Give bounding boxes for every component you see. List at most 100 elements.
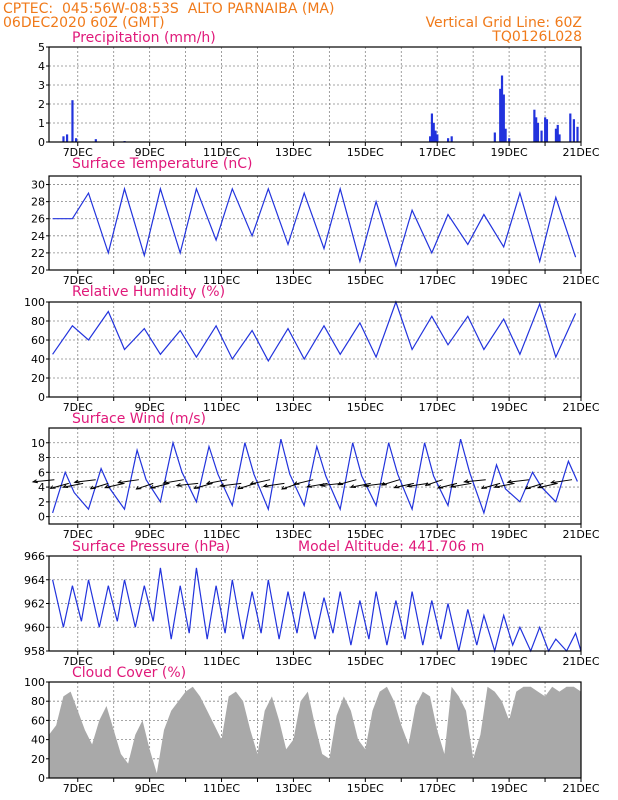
precip-bar — [432, 123, 435, 142]
precip-frame — [48, 46, 582, 143]
wind-title: Surface Wind (m/s) — [72, 411, 206, 427]
wind-ytick-label: 2 — [38, 496, 45, 509]
wind-arrow — [494, 482, 515, 488]
rh-series-line — [52, 300, 577, 363]
wind-arrow-head — [480, 485, 487, 489]
precip-bar — [558, 134, 561, 142]
precip-bar — [556, 124, 559, 142]
wind-arrow-head — [380, 481, 387, 486]
wind-arrow-head — [463, 479, 470, 484]
wind-arrow — [50, 482, 69, 489]
precip-xtick-label: 9DEC — [135, 146, 165, 159]
wind-series-line — [52, 438, 578, 515]
wind-arrow — [425, 479, 443, 486]
header-grid-note: Vertical Grid Line: 60Z — [425, 15, 582, 31]
cloud-xtick-label: 7DEC — [63, 782, 93, 795]
wind-arrow — [338, 479, 357, 486]
precip-bar — [576, 126, 579, 142]
rh-xtick-label: 7DEC — [63, 401, 93, 414]
pressure-ytick-label: 960 — [24, 621, 45, 634]
wind-arrow-head — [293, 481, 300, 485]
temp-xtick-label: 17DEC — [419, 274, 456, 287]
wind-arrow-head — [218, 483, 226, 488]
pressure-annotation: Model Altitude: 441.706 m — [298, 539, 484, 555]
wind-arrow-head — [306, 484, 313, 488]
wind-ytick-label: 4 — [38, 481, 45, 494]
cloud-ytick-label: 100 — [24, 676, 45, 689]
cloud-ytick-label: 60 — [31, 714, 45, 727]
cloud-frame — [48, 681, 582, 779]
precip-bar — [504, 128, 507, 142]
precip-bar — [447, 138, 450, 142]
wind-xtick-label: 13DEC — [275, 528, 312, 541]
wind-arrow-head — [73, 479, 80, 484]
precip-ytick-label: 2 — [38, 98, 45, 111]
wind-arrow — [150, 482, 170, 489]
wind-arrow — [438, 482, 458, 489]
rh-title: Relative Humidity (%) — [72, 284, 225, 300]
temp-ytick-label: 20 — [31, 264, 45, 277]
wind-arrow — [118, 479, 139, 484]
pressure-ytick-label: 966 — [24, 550, 45, 563]
header-model-id: TQ0126L028 — [492, 29, 582, 45]
wind-arrow-head — [89, 485, 96, 490]
temp-xtick-label: 11DEC — [203, 274, 240, 287]
precip-bar — [544, 117, 547, 142]
precip-bar — [500, 75, 504, 142]
wind-arrow — [74, 479, 96, 483]
wind-arrow — [63, 482, 84, 488]
wind-arrow — [176, 482, 199, 487]
wind-arrow-head — [62, 484, 69, 488]
cloud-xtick-label: 13DEC — [275, 782, 312, 795]
wind-arrow-head — [537, 484, 544, 489]
precip-ytick-label: 1 — [38, 117, 45, 130]
cloud-ytick-label: 80 — [31, 695, 45, 708]
precip-xtick-label: 15DEC — [347, 146, 384, 159]
wind-ytick-label: 8 — [38, 452, 45, 465]
wind-arrow-head — [506, 479, 513, 484]
precip-xtick-label: 7DEC — [63, 146, 93, 159]
wind-arrow — [538, 482, 558, 489]
precip-bar — [508, 138, 511, 142]
wind-ytick-label: 10 — [31, 437, 45, 450]
pressure-title: Surface Pressure (hPa) — [72, 539, 230, 555]
precip-bar — [545, 119, 549, 142]
precip-bar — [434, 130, 437, 142]
precip-xtick-label: 21DEC — [562, 146, 599, 159]
precip-bar — [554, 128, 558, 142]
rh-xtick-label: 17DEC — [419, 401, 456, 414]
precip-ytick-label: 4 — [38, 60, 45, 73]
wind-arrow — [90, 482, 109, 490]
precip-bar — [569, 113, 572, 142]
cloud-ytick-label: 0 — [38, 772, 45, 785]
precip-bar — [65, 134, 69, 142]
precip-bar — [499, 88, 502, 142]
temp-xtick-label: 13DEC — [275, 274, 312, 287]
wind-frame — [48, 427, 582, 525]
wind-xtick-label: 15DEC — [347, 528, 384, 541]
temp-xtick-label: 9DEC — [135, 274, 165, 287]
pressure-ytick-label: 962 — [24, 598, 45, 611]
wind-arrow-head — [249, 480, 256, 485]
precip-bar — [493, 132, 496, 142]
wind-arrow — [194, 482, 213, 489]
wind-arrow — [220, 482, 242, 487]
precip-xtick-label: 11DEC — [203, 146, 240, 159]
wind-arrow — [381, 479, 400, 486]
rh-xtick-label: 11DEC — [203, 401, 240, 414]
wind-arrow-head — [135, 485, 142, 490]
precip-ytick-label: 0 — [38, 136, 45, 149]
wind-arrow — [407, 482, 429, 487]
precip-bar — [94, 139, 97, 142]
temp-xtick-label: 19DEC — [491, 274, 528, 287]
cloud-xtick-label: 11DEC — [203, 782, 240, 795]
rh-frame — [48, 301, 582, 398]
precip-bar — [74, 138, 78, 142]
precip-bar — [436, 134, 439, 142]
wind-arrow-head — [319, 482, 326, 487]
wind-arrow-head — [49, 485, 56, 489]
precip-ytick-label: 3 — [38, 79, 45, 92]
temp-xtick-label: 15DEC — [347, 274, 384, 287]
precip-bar — [62, 136, 65, 142]
precip-bar — [533, 109, 536, 142]
